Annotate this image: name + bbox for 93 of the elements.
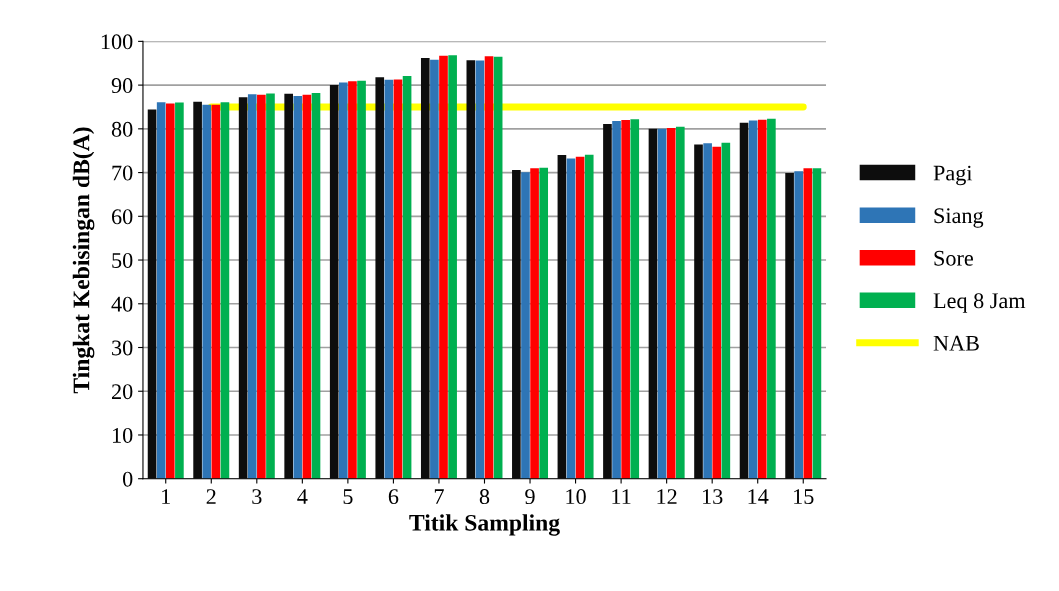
bar <box>630 119 640 479</box>
bar <box>156 102 166 479</box>
bar <box>739 122 749 479</box>
bar <box>402 75 412 479</box>
bar <box>339 82 348 479</box>
bar <box>584 154 594 479</box>
bar <box>612 120 621 479</box>
bar <box>393 79 403 479</box>
x-axis-title: Titik Sampling <box>409 514 560 536</box>
bar <box>475 60 485 479</box>
bar <box>512 169 521 479</box>
bar <box>284 93 294 479</box>
y-tick-label: 60 <box>111 209 133 225</box>
legend-label: Siang <box>934 208 984 228</box>
bar <box>348 81 357 479</box>
bar <box>748 120 758 479</box>
x-tick-label: 3 <box>252 489 262 505</box>
x-tick-label: 11 <box>612 489 631 504</box>
bar <box>566 158 576 479</box>
bar <box>175 102 184 479</box>
bar <box>712 146 722 479</box>
bar <box>147 109 157 479</box>
bar <box>484 56 494 479</box>
bar <box>657 128 667 479</box>
legend-label: Sore <box>934 250 973 266</box>
bar <box>311 92 321 479</box>
x-tick-label: 2 <box>206 489 216 504</box>
bar <box>757 119 767 479</box>
bar <box>721 142 731 479</box>
x-tick-label: 13 <box>703 489 723 505</box>
bar <box>648 128 658 479</box>
bar <box>384 79 394 479</box>
bar <box>266 93 275 479</box>
bar <box>539 167 549 479</box>
x-tick-label: 8 <box>479 489 490 505</box>
bar <box>621 120 630 479</box>
bar <box>794 171 804 479</box>
bar <box>575 156 585 479</box>
y-axis-title: Tingkat Kebisingan dB(A) <box>72 127 95 394</box>
bar <box>302 94 312 479</box>
y-tick-label: 0 <box>122 471 133 487</box>
y-tick-label: 70 <box>112 165 133 181</box>
bar <box>211 104 221 479</box>
bar <box>448 55 457 479</box>
bar <box>675 126 685 479</box>
x-tick-label: 15 <box>794 489 814 505</box>
x-tick-label: 4 <box>297 489 308 504</box>
y-tick-label: 10 <box>112 427 133 443</box>
bar <box>439 55 448 479</box>
bar <box>666 127 676 479</box>
bar <box>193 101 202 479</box>
bar <box>530 168 539 479</box>
x-tick-label: 12 <box>657 489 677 504</box>
x-tick-label: 1 <box>162 489 170 504</box>
bar <box>257 94 266 479</box>
y-tick-label: 90 <box>111 78 133 94</box>
bar <box>357 80 366 479</box>
bar <box>557 155 567 479</box>
bar <box>767 118 776 479</box>
y-tick-label: 80 <box>111 121 133 137</box>
x-tick-label: 7 <box>434 489 444 504</box>
legend-label: Leq 8 Jam <box>933 293 1026 313</box>
legend-label: NAB <box>933 335 979 351</box>
x-tick-label: 6 <box>388 489 399 505</box>
x-tick-label: 9 <box>525 489 535 505</box>
bar <box>420 57 430 479</box>
bar <box>493 56 503 479</box>
x-tick-label: 10 <box>566 489 586 505</box>
bar <box>329 85 339 479</box>
bar <box>521 172 530 479</box>
bar <box>220 102 230 479</box>
legend-label: Pagi <box>933 165 973 186</box>
bar <box>694 144 703 479</box>
x-tick-label: 14 <box>748 489 769 504</box>
y-tick-label: 50 <box>112 252 133 268</box>
bar <box>466 60 476 479</box>
bar <box>430 59 439 479</box>
bar <box>165 103 175 479</box>
bar <box>247 94 257 479</box>
bar <box>603 124 612 479</box>
y-tick-label: 20 <box>112 384 133 400</box>
bar <box>812 168 822 479</box>
y-tick-label: 100 <box>101 34 133 50</box>
bar <box>238 97 248 479</box>
x-tick-label: 5 <box>343 489 353 505</box>
bar <box>202 104 212 479</box>
bar <box>293 96 303 479</box>
y-tick-label: 40 <box>111 296 133 312</box>
bar <box>375 77 385 479</box>
bar <box>785 173 794 479</box>
bar <box>803 168 813 479</box>
bar <box>703 143 712 479</box>
y-tick-label: 30 <box>112 340 133 356</box>
